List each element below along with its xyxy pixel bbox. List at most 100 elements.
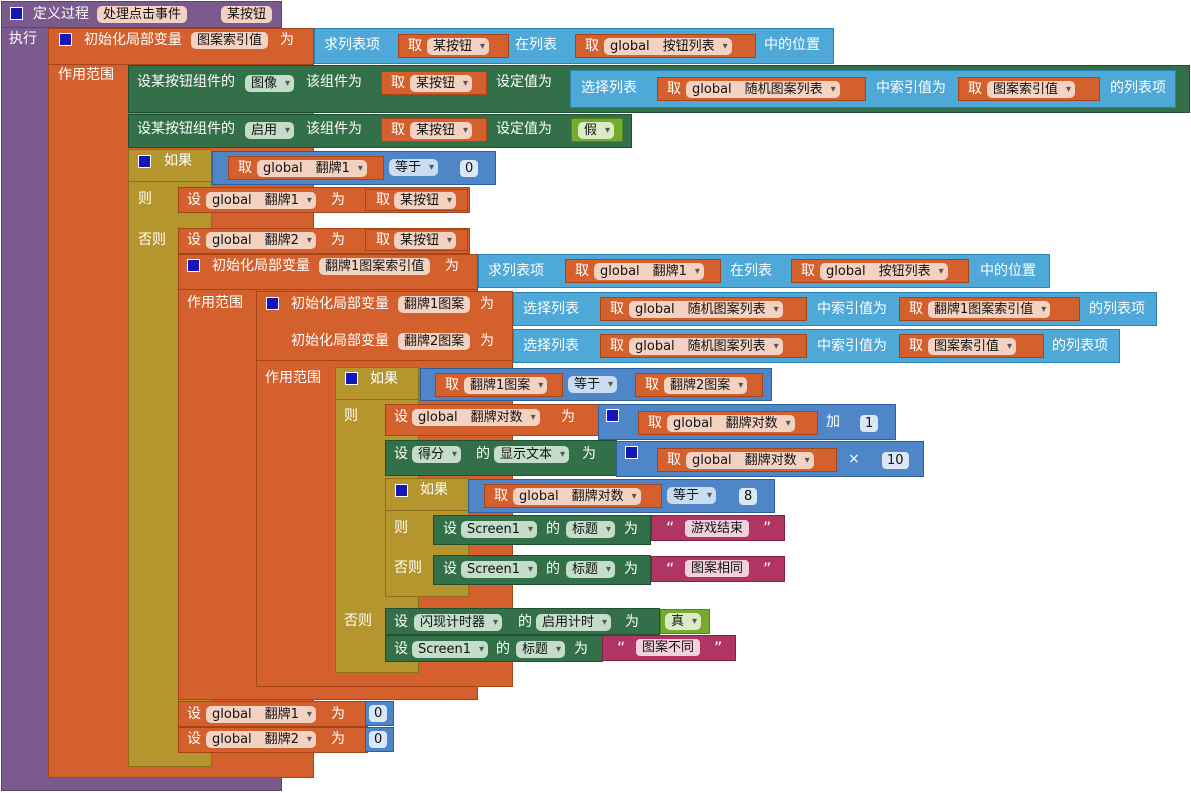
procedure-name-field[interactable]: 处理点击事件: [97, 6, 188, 23]
index-in-list-label: 求列表项: [488, 263, 544, 279]
then-label: 则: [138, 191, 152, 207]
compare-op-dropdown[interactable]: 等于: [389, 159, 439, 176]
as-label: 为: [624, 521, 638, 537]
if-mutator-icon[interactable]: [138, 155, 151, 168]
text-field[interactable]: 图案不同: [636, 639, 701, 656]
compare-op-dropdown[interactable]: 等于: [568, 376, 618, 393]
var-name-field[interactable]: 翻牌2图案: [398, 333, 471, 350]
number-field[interactable]: 0: [369, 731, 388, 748]
as-label: 为: [480, 296, 494, 312]
set-component-enabled-block[interactable]: [128, 114, 632, 148]
global-var-dropdown[interactable]: global 翻牌1: [257, 160, 367, 177]
as-label: 为: [582, 446, 596, 462]
global-var-dropdown[interactable]: global 翻牌2: [206, 232, 316, 249]
global-var-dropdown[interactable]: global 按钮列表: [604, 38, 732, 55]
init-local-mutator-icon[interactable]: [266, 297, 279, 310]
number-field[interactable]: 0: [369, 705, 388, 722]
var-dropdown[interactable]: 某按钮: [394, 192, 457, 209]
do-label: 执行: [9, 31, 37, 47]
quote-close: ”: [763, 559, 772, 578]
init-local-mutator-icon[interactable]: [59, 33, 72, 46]
property-dropdown[interactable]: 标题: [566, 561, 616, 578]
add-mutator-icon[interactable]: [606, 409, 619, 422]
of-label: 的: [518, 614, 532, 630]
global-var-dropdown[interactable]: global 翻牌1: [206, 192, 316, 209]
global-var-dropdown[interactable]: global 翻牌对数: [513, 488, 641, 505]
text-field[interactable]: 图案相同: [685, 560, 750, 577]
property-dropdown[interactable]: 图像: [245, 75, 295, 92]
var-name-field[interactable]: 图案索引值: [191, 32, 269, 49]
set-label: 设: [187, 232, 201, 248]
boolean-dropdown[interactable]: 真: [665, 613, 702, 630]
multiply-mutator-icon[interactable]: [625, 446, 638, 459]
component-dropdown[interactable]: 得分: [412, 446, 462, 463]
get-label: 取: [909, 338, 923, 354]
procedure-mutator-icon[interactable]: [10, 7, 23, 20]
index-in-list-block[interactable]: [314, 28, 834, 64]
as-label: 为: [331, 731, 345, 747]
number-field[interactable]: 10: [882, 452, 909, 469]
component-dropdown[interactable]: Screen1: [412, 641, 488, 658]
component-dropdown[interactable]: Screen1: [461, 561, 537, 578]
get-label: 取: [376, 192, 390, 208]
get-label: 取: [968, 81, 982, 97]
procedure-param[interactable]: 某按钮: [221, 6, 273, 23]
property-dropdown[interactable]: 启用计时: [536, 614, 612, 631]
init-local-mutator-icon[interactable]: [187, 259, 200, 272]
init-local-header[interactable]: [48, 28, 314, 65]
global-var-dropdown[interactable]: global 随机图案列表: [686, 81, 840, 98]
boolean-dropdown[interactable]: 假: [578, 122, 615, 139]
number-field[interactable]: 8: [739, 488, 758, 505]
global-var-dropdown[interactable]: global 翻牌对数: [667, 415, 795, 432]
var-dropdown[interactable]: 图案索引值: [987, 81, 1076, 98]
compare-op-dropdown[interactable]: 等于: [667, 487, 717, 504]
as-label: 为: [561, 409, 575, 425]
quote-open: “: [617, 638, 626, 657]
at-index-label: 中索引值为: [876, 80, 946, 96]
global-var-dropdown[interactable]: global 翻牌对数: [686, 452, 814, 469]
set-label: 设: [187, 706, 201, 722]
property-dropdown[interactable]: 标题: [566, 521, 616, 538]
var-dropdown[interactable]: 翻牌1图案: [464, 377, 548, 394]
global-var-dropdown[interactable]: global 翻牌对数: [412, 409, 540, 426]
var-name-field[interactable]: 翻牌1图案索引值: [319, 258, 431, 275]
number-field[interactable]: 0: [460, 160, 479, 177]
var-dropdown[interactable]: 某按钮: [394, 232, 457, 249]
global-var-dropdown[interactable]: global 翻牌1: [206, 706, 316, 723]
var-name-field[interactable]: 翻牌1图案: [398, 296, 471, 313]
get-label: 取: [648, 415, 662, 431]
in-list-label: 在列表: [730, 263, 772, 279]
get-label: 取: [667, 452, 681, 468]
get-label: 取: [391, 122, 405, 138]
var-dropdown[interactable]: 某按钮: [410, 75, 473, 92]
var-dropdown[interactable]: 某按钮: [427, 38, 490, 55]
else-label: 否则: [344, 613, 372, 629]
set-label: 设: [443, 561, 457, 577]
text-field[interactable]: 游戏结束: [685, 520, 750, 537]
add-label: 加: [826, 414, 840, 430]
property-dropdown[interactable]: 显示文本: [494, 446, 570, 463]
property-dropdown[interactable]: 标题: [516, 641, 566, 658]
else-label: 否则: [138, 232, 166, 248]
init-local-header[interactable]: [256, 291, 513, 361]
quote-open: “: [666, 518, 675, 537]
global-var-dropdown[interactable]: global 翻牌2: [206, 731, 316, 748]
if-mutator-icon[interactable]: [345, 372, 358, 385]
get-label: 取: [238, 160, 252, 176]
if-mutator-icon[interactable]: [395, 484, 408, 497]
component-dropdown[interactable]: Screen1: [461, 521, 537, 538]
get-label: 取: [801, 263, 815, 279]
global-var-dropdown[interactable]: global 随机图案列表: [629, 301, 783, 318]
var-dropdown[interactable]: 翻牌1图案索引值: [928, 301, 1051, 318]
global-var-dropdown[interactable]: global 随机图案列表: [629, 338, 783, 355]
property-dropdown[interactable]: 启用: [245, 122, 295, 139]
var-dropdown[interactable]: 翻牌2图案: [664, 377, 748, 394]
as-label: 为: [331, 706, 345, 722]
global-var-dropdown[interactable]: global 翻牌1: [594, 263, 704, 280]
set-label: 设: [187, 731, 201, 747]
component-dropdown[interactable]: 闪现计时器: [414, 614, 503, 631]
var-dropdown[interactable]: 图案索引值: [928, 338, 1017, 355]
global-var-dropdown[interactable]: global 按钮列表: [820, 263, 948, 280]
var-dropdown[interactable]: 某按钮: [410, 122, 473, 139]
number-field[interactable]: 1: [860, 415, 879, 432]
